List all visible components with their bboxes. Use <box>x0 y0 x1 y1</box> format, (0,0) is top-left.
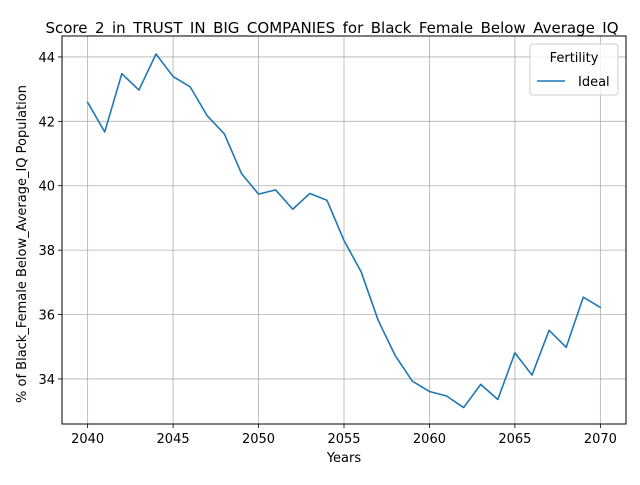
data-point <box>531 374 534 377</box>
data-point <box>325 199 328 202</box>
data-point <box>274 188 277 191</box>
y-tick-label: 38 <box>38 244 55 259</box>
legend-label-ideal: Ideal <box>578 75 610 90</box>
x-tick-label: 2070 <box>584 432 617 447</box>
data-point <box>479 383 482 386</box>
data-point <box>513 351 516 354</box>
data-point <box>582 296 585 299</box>
grid <box>62 36 626 424</box>
data-point <box>343 239 346 242</box>
x-axis-title: Years <box>326 451 362 466</box>
data-point <box>445 394 448 397</box>
data-point <box>394 354 397 357</box>
y-tick-label: 36 <box>38 309 55 324</box>
series-line-ideal <box>86 53 602 409</box>
data-point <box>257 193 260 196</box>
legend-box <box>529 43 619 96</box>
data-point <box>86 101 89 104</box>
x-tick-label: 2060 <box>413 432 446 447</box>
data-point <box>411 380 414 383</box>
y-tick-label: 40 <box>38 180 55 195</box>
data-point <box>428 390 431 393</box>
x-tick-label: 2055 <box>327 432 360 447</box>
legend: Fertility Ideal <box>529 43 619 96</box>
data-point <box>120 72 123 75</box>
data-point <box>360 270 363 273</box>
x-tick-label: 2065 <box>498 432 531 447</box>
data-point <box>103 130 106 133</box>
data-point <box>172 75 175 78</box>
data-point <box>548 329 551 332</box>
data-point <box>496 398 499 401</box>
legend-title: Fertility <box>550 51 599 66</box>
data-point <box>291 208 294 211</box>
x-tick-label: 2045 <box>157 432 190 447</box>
data-point <box>223 132 226 135</box>
y-tick-label: 44 <box>38 51 55 66</box>
data-point <box>599 306 602 309</box>
series-lines <box>86 53 602 409</box>
x-tick-label: 2050 <box>242 432 275 447</box>
data-point <box>155 53 158 56</box>
data-point <box>137 89 140 92</box>
data-point <box>308 192 311 195</box>
data-point <box>462 406 465 409</box>
x-tick-label: 2040 <box>71 432 104 447</box>
chart-title: Score_2_in_TRUST_IN_BIG_COMPANIES_for_Bl… <box>45 19 618 38</box>
data-point <box>377 319 380 322</box>
data-point <box>189 85 192 88</box>
data-point <box>565 346 568 349</box>
y-axis-title: % of Black_Female Below_Average_IQ Popul… <box>15 85 30 403</box>
data-point <box>206 114 209 117</box>
y-tick-label: 34 <box>38 373 55 388</box>
data-point <box>240 172 243 175</box>
y-tick-label: 42 <box>38 115 55 130</box>
ticks: 2040 2045 2050 2055 2060 2065 2070 34 36 38 40 42 44 <box>38 51 616 447</box>
